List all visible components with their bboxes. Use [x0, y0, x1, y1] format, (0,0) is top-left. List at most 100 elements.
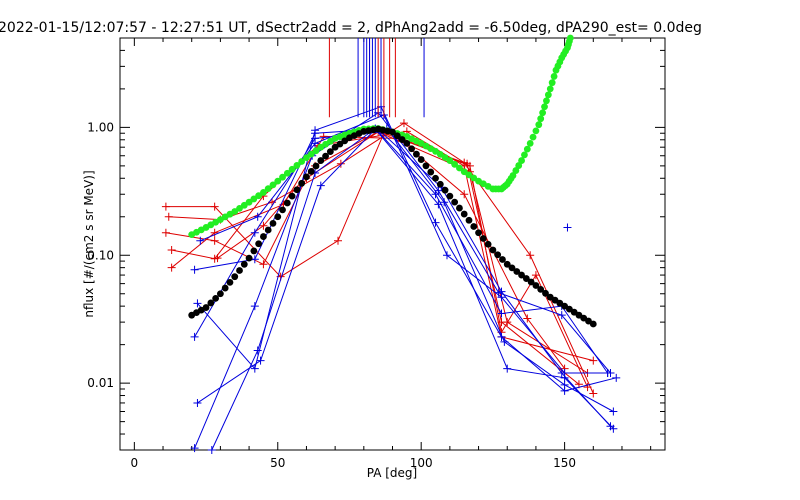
black-curve-dot — [307, 168, 315, 175]
red-series-line — [168, 122, 594, 394]
red-data-point — [259, 260, 268, 269]
red-data-point — [161, 228, 170, 237]
black-curve-dot — [475, 229, 482, 237]
blue-data-point — [497, 309, 506, 318]
black-curve-dot — [317, 157, 325, 164]
blue-data-point — [612, 373, 621, 382]
blue-data-point — [250, 302, 259, 311]
black-curve-dot — [465, 216, 473, 224]
black-curve-dot — [274, 213, 282, 221]
green-curve-dot — [523, 145, 531, 153]
red-data-point — [589, 389, 598, 398]
x-axis-label: PA [deg] — [367, 466, 417, 480]
red-data-point — [399, 119, 408, 128]
green-curve-dot — [537, 115, 545, 123]
green-curve-dot — [546, 85, 554, 93]
black-curve-dot — [537, 286, 545, 293]
blue-data-point — [253, 212, 262, 221]
green-curve-dot — [544, 91, 552, 99]
blue-series-13 — [563, 223, 572, 232]
black-curve-dot — [542, 289, 549, 297]
red-data-point — [336, 159, 345, 168]
black-curve-dot — [283, 199, 291, 207]
green-curve-dot — [269, 181, 277, 189]
blue-series-line — [211, 127, 609, 451]
blue-series-line — [197, 128, 614, 430]
green-curve-dot — [543, 97, 550, 105]
black-curve-dot — [389, 128, 396, 136]
blue-data-point — [443, 251, 451, 260]
blue-data-point — [557, 311, 566, 320]
green-curve-dot — [566, 34, 574, 42]
blue-data-point — [316, 181, 325, 190]
green-curve-dot — [307, 150, 315, 158]
blue-series-8 — [193, 125, 618, 433]
black-curve-dot — [279, 206, 286, 214]
red-data-point — [167, 263, 176, 272]
black-curve-dot — [269, 219, 277, 227]
blue-data-point — [560, 386, 569, 395]
blue-data-point — [431, 190, 440, 199]
chart-title: 2022-01-15/12:07:57 - 12:27:51 UT, dSect… — [0, 20, 702, 36]
black-curve-dot — [255, 240, 263, 248]
green-curve-dot — [283, 169, 291, 177]
red-data-point — [213, 254, 222, 263]
black-curve-dot — [312, 162, 320, 170]
black-curve-dot — [441, 186, 449, 194]
green-curve-dot — [548, 79, 556, 87]
blue-data-point — [196, 236, 205, 245]
blue-series-line — [200, 114, 608, 374]
blue-data-point — [190, 265, 199, 274]
black-curve-dot — [245, 254, 253, 262]
green-curve-dot — [539, 109, 547, 117]
blue-data-point — [253, 346, 262, 355]
black-curve-dot — [288, 192, 296, 200]
black-curve-dot — [422, 162, 430, 170]
blue-data-point — [494, 288, 503, 297]
black-curve-dot — [408, 145, 416, 153]
blue-data-point — [190, 332, 199, 341]
red-data-point — [523, 314, 532, 323]
blue-series-12 — [207, 124, 612, 454]
green-curve-dot — [312, 147, 320, 155]
red-data-point — [167, 245, 176, 254]
green-curve-dot — [250, 195, 258, 203]
black-curve-dot — [331, 143, 339, 151]
black-curve-dot — [236, 267, 243, 274]
black-curve-dot — [322, 152, 329, 160]
blue-data-point — [560, 369, 569, 378]
red-series-5 — [213, 126, 592, 392]
red-data-point — [531, 271, 540, 280]
red-series-1 — [161, 128, 592, 378]
y-tick-label: 1.00 — [87, 120, 114, 134]
black-curve-dot — [499, 256, 506, 263]
blue-data-point — [250, 364, 259, 373]
plot-frame — [119, 37, 666, 451]
black-series-17 — [188, 125, 597, 328]
green-curve-dot — [255, 192, 263, 200]
green-curve-dot — [512, 167, 520, 174]
red-series-14 — [328, 38, 396, 118]
green-curve-dot — [509, 172, 517, 179]
blue-data-point — [431, 218, 440, 227]
blue-data-point — [609, 407, 618, 416]
green-curve-dot — [550, 73, 558, 80]
black-curve-dot — [489, 246, 497, 254]
black-curve-dot — [393, 132, 401, 140]
green-curve-dot — [521, 151, 528, 159]
black-curve-dot — [503, 260, 511, 268]
blue-data-point — [193, 299, 202, 308]
blue-series-7 — [190, 128, 615, 431]
red-data-point — [460, 190, 469, 199]
red-series-line — [171, 135, 566, 369]
black-curve-dot — [522, 275, 530, 282]
black-curve-dot — [484, 240, 492, 248]
green-curve-dot — [532, 127, 540, 135]
y-tick-label: 0.01 — [87, 376, 114, 390]
y-axis: 0.01 0.10 1.00 — [87, 37, 665, 451]
green-curve-dot — [264, 185, 272, 193]
black-curve-dot — [226, 278, 234, 286]
blue-series-10 — [190, 108, 615, 453]
green-curve-dot — [446, 157, 454, 164]
red-data-point — [465, 161, 474, 170]
